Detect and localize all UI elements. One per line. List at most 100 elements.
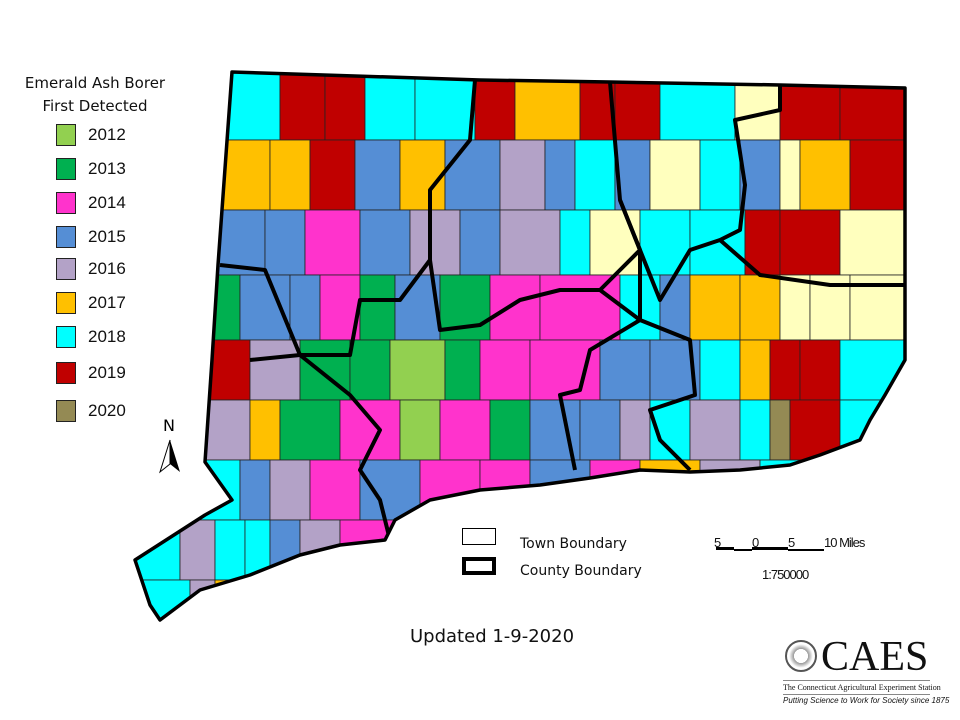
town-2018 bbox=[214, 519, 246, 581]
town-2018 bbox=[699, 339, 741, 401]
town-2013 bbox=[349, 339, 391, 401]
town-2015 bbox=[289, 274, 321, 341]
town-2017 bbox=[399, 139, 446, 211]
town-2016 bbox=[619, 399, 651, 461]
town-2016 bbox=[269, 459, 311, 521]
town-2019 bbox=[799, 339, 841, 401]
town-2017 bbox=[269, 139, 311, 211]
town-2017 bbox=[799, 139, 851, 211]
legend-item-2017: 2017 bbox=[56, 292, 126, 314]
town-2012 bbox=[399, 399, 441, 461]
town-2016 bbox=[499, 139, 546, 211]
town-2019 bbox=[324, 72, 366, 141]
town-2018 bbox=[659, 72, 736, 141]
town-2015 bbox=[239, 459, 271, 521]
town-2014 bbox=[419, 459, 481, 521]
logo-name: CAES bbox=[821, 634, 929, 680]
legend-item-2015: 2015 bbox=[56, 226, 126, 248]
town-2018 bbox=[414, 72, 476, 141]
town-2016 bbox=[179, 519, 216, 581]
legend-label: 2014 bbox=[88, 193, 126, 212]
legend-item-2020: 2020 bbox=[56, 400, 126, 422]
legend-title-line1: Emerald Ash Borer bbox=[24, 74, 166, 92]
county-boundary-line bbox=[618, 85, 782, 302]
north-arrow-icon bbox=[159, 439, 180, 474]
north-label: N bbox=[163, 416, 175, 435]
town-2017 bbox=[249, 399, 281, 461]
town-2017 bbox=[199, 139, 271, 211]
town-2019 bbox=[779, 209, 841, 276]
legend-label: 2020 bbox=[88, 401, 126, 420]
scale-tick: 10 Miles bbox=[824, 535, 865, 550]
town-2017 bbox=[739, 274, 781, 341]
legend-swatch bbox=[56, 258, 76, 280]
town-2019 bbox=[849, 139, 905, 211]
town-2014 bbox=[479, 339, 531, 401]
county-boundary-line bbox=[249, 353, 392, 541]
legend-swatch bbox=[56, 192, 76, 214]
county-boundary-line bbox=[219, 79, 477, 357]
town-2014 bbox=[439, 399, 491, 461]
town-2013 bbox=[359, 274, 396, 341]
town-2019 bbox=[779, 72, 841, 141]
legend-label: 2013 bbox=[88, 159, 126, 178]
town-2012 bbox=[389, 339, 446, 401]
legend-title-line2: First Detected bbox=[42, 97, 148, 115]
county-boundary-swatch bbox=[462, 557, 496, 575]
county-boundary-label: County Boundary bbox=[520, 563, 642, 579]
town-2015 bbox=[579, 399, 621, 461]
town-2018 bbox=[639, 209, 691, 276]
county-boundary-line bbox=[558, 288, 642, 471]
county-boundary-line bbox=[718, 238, 905, 287]
town-2019 bbox=[769, 339, 801, 401]
town-none bbox=[779, 274, 811, 341]
legend-swatch bbox=[56, 226, 76, 248]
town-2015 bbox=[264, 209, 306, 276]
legend-swatch bbox=[56, 124, 76, 146]
town-2013 bbox=[489, 399, 531, 461]
town-none bbox=[779, 139, 801, 211]
state-outline bbox=[133, 70, 907, 622]
town-2019 bbox=[474, 72, 516, 141]
town-none bbox=[649, 139, 701, 211]
town-2019 bbox=[614, 72, 661, 141]
town-2013 bbox=[199, 274, 241, 341]
town-2018 bbox=[699, 139, 741, 211]
town-2020 bbox=[769, 399, 791, 461]
county-boundaries bbox=[219, 79, 905, 541]
town-2019 bbox=[309, 139, 356, 211]
town-2018 bbox=[574, 139, 616, 211]
town-2018 bbox=[759, 459, 905, 521]
legend-label: 2016 bbox=[88, 259, 126, 278]
town-2015 bbox=[529, 459, 591, 521]
scale-tick: 5 bbox=[714, 535, 721, 550]
seal-icon bbox=[785, 640, 817, 672]
town-2015 bbox=[544, 139, 576, 211]
town-2017 bbox=[514, 72, 581, 141]
town-2016 bbox=[249, 339, 301, 401]
town-2013 bbox=[279, 399, 341, 461]
town-2018 bbox=[364, 72, 416, 141]
legend-item-2013: 2013 bbox=[56, 158, 126, 180]
legend-swatch bbox=[56, 326, 76, 348]
town-2019 bbox=[839, 72, 905, 141]
town-none bbox=[839, 209, 905, 276]
scale-ratio: 1:750000 bbox=[762, 567, 809, 582]
town-2017 bbox=[689, 274, 741, 341]
legend-swatch bbox=[56, 292, 76, 314]
town-2018 bbox=[739, 399, 771, 461]
town-2016 bbox=[689, 399, 741, 461]
legend-item-2016: 2016 bbox=[56, 258, 126, 280]
legend-swatch bbox=[56, 400, 76, 422]
legend-label: 2019 bbox=[88, 363, 126, 382]
town-2015 bbox=[459, 209, 501, 276]
town-2015 bbox=[359, 209, 411, 276]
town-2017 bbox=[214, 579, 246, 620]
town-2019 bbox=[744, 209, 781, 276]
logo-subtitle: The Connecticut Agricultural Experiment … bbox=[783, 683, 941, 692]
town-2017 bbox=[739, 339, 771, 401]
town-2018 bbox=[244, 579, 311, 620]
town-none bbox=[589, 209, 641, 276]
town-2019 bbox=[199, 339, 251, 401]
town-boundary-swatch bbox=[462, 528, 496, 545]
